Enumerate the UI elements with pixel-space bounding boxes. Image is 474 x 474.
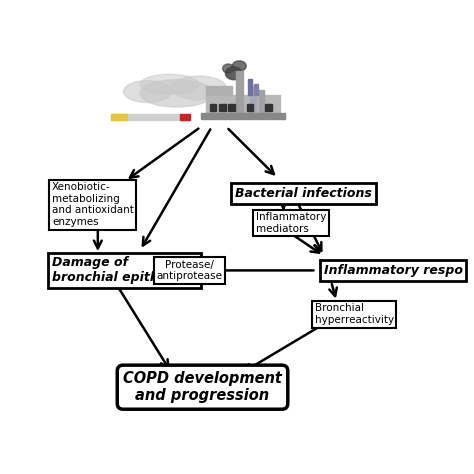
Text: Bronchial
hyperreactivity: Bronchial hyperreactivity xyxy=(315,303,394,325)
Polygon shape xyxy=(181,114,190,120)
Polygon shape xyxy=(206,86,232,95)
Polygon shape xyxy=(250,86,256,113)
Polygon shape xyxy=(219,104,226,111)
Ellipse shape xyxy=(140,74,199,94)
Text: Bacterial infections: Bacterial infections xyxy=(235,187,372,200)
Text: Xenobiotic-
metabolizing
and antioxidant
enzymes: Xenobiotic- metabolizing and antioxidant… xyxy=(52,182,134,227)
Polygon shape xyxy=(110,114,188,120)
Text: COPD development
and progression: COPD development and progression xyxy=(123,371,282,403)
Polygon shape xyxy=(254,84,258,95)
Text: Protease/
antiprotease: Protease/ antiprotease xyxy=(157,260,223,281)
Polygon shape xyxy=(259,90,264,113)
Polygon shape xyxy=(246,104,253,111)
Ellipse shape xyxy=(140,80,213,107)
Polygon shape xyxy=(265,104,272,111)
Polygon shape xyxy=(248,79,252,95)
Text: Inflammatory respo: Inflammatory respo xyxy=(324,264,463,277)
Ellipse shape xyxy=(226,67,242,80)
Polygon shape xyxy=(110,114,127,120)
Polygon shape xyxy=(201,113,285,119)
Text: Inflammatory
mediators: Inflammatory mediators xyxy=(256,212,326,234)
Polygon shape xyxy=(236,72,243,113)
Polygon shape xyxy=(228,104,235,111)
Ellipse shape xyxy=(232,61,246,71)
Ellipse shape xyxy=(124,81,171,102)
Polygon shape xyxy=(210,104,217,111)
Text: Damage of
bronchial epithelium: Damage of bronchial epithelium xyxy=(52,256,198,284)
Polygon shape xyxy=(206,95,280,113)
Ellipse shape xyxy=(171,76,227,100)
Ellipse shape xyxy=(223,64,234,73)
